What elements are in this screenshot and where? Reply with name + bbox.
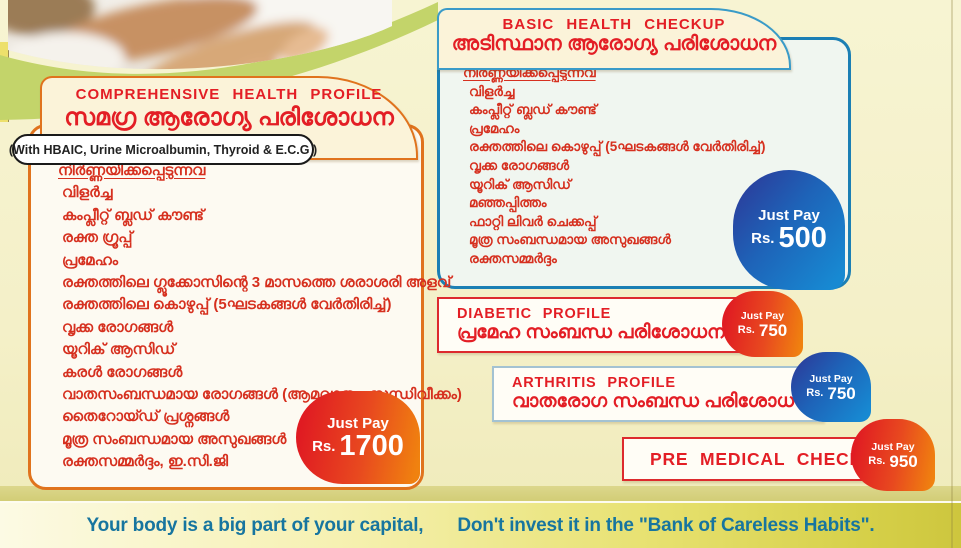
test-item: വിളർച്ച bbox=[62, 184, 113, 202]
test-item: കംപ്ലീറ്റ് ബ്ലഡ് കൗണ്ട് bbox=[62, 206, 204, 224]
price-badge-basic: Just Pay Rs. 500 bbox=[733, 170, 845, 290]
price-label: Just Pay bbox=[740, 309, 785, 322]
test-item: രക്തസമ്മർദ്ദം, ഇ.സി.ജി bbox=[62, 453, 229, 471]
currency: Rs. bbox=[806, 386, 824, 399]
diabetic-title-en: DIABETIC PROFILE bbox=[457, 306, 612, 322]
test-item: രക്തത്തിലെ കൊഴുപ്പ് (5ഘടകങ്ങൾ വേർതിരിച്ച… bbox=[469, 139, 766, 155]
diabetic-profile-bar: DIABETIC PROFILE പ്രമേഹ സംബന്ധ പരിശോധന bbox=[437, 297, 768, 353]
price-badge-arthritis: Just Pay Rs. 750 bbox=[791, 352, 871, 422]
test-item: കംപ്ലീറ്റ് ബ്ലഡ് കൗണ്ട് bbox=[469, 102, 597, 118]
test-item: തൈറോയ്ഡ് പ്രശ്നങ്ങൾ bbox=[62, 408, 230, 426]
diabetic-title-ml: പ്രമേഹ സംബന്ധ പരിശോധന bbox=[457, 322, 725, 343]
test-item: രക്തത്തിലെ ഗ്ലൂക്കോസിന്റെ 3 മാസത്തെ ശരാശ… bbox=[62, 274, 452, 292]
test-item: വൃക്ക രോഗങ്ങൾ bbox=[469, 157, 570, 173]
test-items: വിളർച്ച കംപ്ലീറ്റ് ബ്ലഡ് കൗണ്ട് രക്ത ഗ്രൂപ… bbox=[58, 182, 462, 473]
test-item: മൂത്ര സംബന്ധമായ അസുഖങ്ങൾ bbox=[469, 232, 671, 248]
basic-test-list: നിർണ്ണയിക്കപ്പെടുന്നവ വിളർച്ച കംപ്ലീറ്റ് … bbox=[463, 64, 766, 269]
test-item: മഞ്ഞപ്പിത്തം bbox=[469, 195, 547, 211]
footer-quote-left: Your body is a big part of your capital, bbox=[86, 514, 424, 536]
basic-title-ml: അടിസ്ഥാന ആരോഗ്യ പരിശോധന bbox=[451, 33, 777, 55]
test-item: രക്ത ഗ്രൂപ്പ് bbox=[62, 229, 133, 247]
currency: Rs. bbox=[751, 230, 775, 247]
comprehensive-test-list: നിർണ്ണയിക്കപ്പെടുന്നവ വിളർച്ച കംപ്ലീറ്റ് … bbox=[58, 160, 462, 474]
footer-quote-bar: Your body is a big part of your capital,… bbox=[0, 501, 961, 548]
price-amount: 950 bbox=[889, 451, 918, 471]
price-label: Just Pay bbox=[758, 207, 820, 224]
test-item: ഫാറ്റി ലിവർ ചെക്കപ്പ് bbox=[469, 213, 597, 229]
arthritis-title-ml: വാതരോഗ സംബന്ധ പരിശോധന bbox=[512, 391, 812, 412]
test-item: മൂത്ര സംബന്ധമായ അസുഖങ്ങൾ bbox=[62, 430, 287, 448]
footer-quote-right: Don't invest it in the "Bank of Careless… bbox=[457, 514, 875, 536]
price-label: Just Pay bbox=[809, 372, 853, 385]
test-item: രക്തസമ്മർദ്ദം bbox=[469, 250, 557, 266]
currency: Rs. bbox=[312, 437, 336, 455]
test-item: പ്രമേഹം bbox=[469, 120, 520, 136]
list-header: നിർണ്ണയിക്കപ്പെടുന്നവ bbox=[58, 162, 206, 179]
price-badge-premedical: Just Pay Rs. 950 bbox=[851, 419, 935, 491]
basic-header-tab: BASIC HEALTH CHECKUP അടിസ്ഥാന ആരോഗ്യ പരി… bbox=[437, 8, 791, 70]
arthritis-profile-bar: ARTHRITIS PROFILE വാതരോഗ സംബന്ധ പരിശോധന bbox=[492, 366, 824, 422]
currency: Rs. bbox=[868, 454, 886, 467]
premedical-title-en: PRE MEDICAL CHECKUP bbox=[650, 448, 889, 469]
test-item: യൂറിക് ആസിഡ് bbox=[62, 341, 176, 359]
test-item: കരൾ രോഗങ്ങൾ bbox=[62, 363, 183, 381]
test-item: യൂറിക് ആസിഡ് bbox=[469, 176, 571, 192]
page-edge-fold bbox=[951, 0, 953, 548]
price-label: Just Pay bbox=[327, 414, 389, 432]
comprehensive-title-en: COMPREHENSIVE HEALTH PROFILE bbox=[75, 86, 383, 103]
price-amount: 750 bbox=[758, 320, 788, 340]
price-label: Just Pay bbox=[871, 440, 915, 453]
price-amount: 1700 bbox=[339, 429, 404, 462]
comprehensive-note-pill: (With HBAIC, Urine Microalbumin, Thyroid… bbox=[9, 134, 317, 165]
price-amount: 750 bbox=[827, 383, 856, 403]
arthritis-title-en: ARTHRITIS PROFILE bbox=[512, 375, 676, 391]
test-item: വൃക്ക രോഗങ്ങൾ bbox=[62, 318, 174, 336]
price-amount: 500 bbox=[778, 222, 827, 254]
test-items: വിളർച്ച കംപ്ലീറ്റ് ബ്ലഡ് കൗണ്ട് പ്രമേഹം രക്… bbox=[463, 83, 766, 269]
test-item: പ്രമേഹം bbox=[62, 251, 119, 269]
basic-title-en: BASIC HEALTH CHECKUP bbox=[502, 16, 726, 33]
price-badge-diabetic: Just Pay Rs. 750 bbox=[722, 291, 803, 357]
comprehensive-title-ml: സമഗ്ര ആരോഗ്യ പരിശോധന bbox=[64, 104, 394, 131]
currency: Rs. bbox=[737, 323, 755, 336]
test-item: വിളർച്ച bbox=[469, 83, 515, 99]
price-badge-comprehensive: Just Pay Rs. 1700 bbox=[296, 391, 420, 484]
test-item: രക്തത്തിലെ കൊഴുപ്പ് (5ഘടകങ്ങൾ വേർതിരിച്ച… bbox=[62, 296, 392, 314]
